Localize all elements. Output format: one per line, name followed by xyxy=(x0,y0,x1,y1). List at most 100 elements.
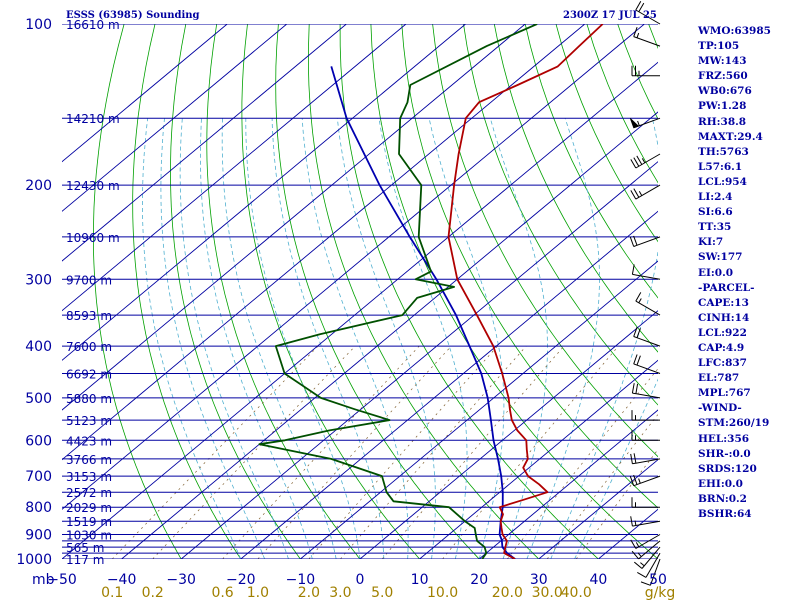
mixing-ratio-label: 40.0 xyxy=(561,585,592,600)
index-item: EL:787 xyxy=(698,372,740,385)
height-label: 16610 m xyxy=(66,18,120,32)
moist-adiabat xyxy=(142,118,242,559)
sounding-profiles xyxy=(258,24,604,559)
moist-adiabat xyxy=(271,118,385,559)
height-label: 12430 m xyxy=(66,179,120,193)
moist-adiabat xyxy=(489,118,548,559)
index-item: TP:105 xyxy=(698,40,740,53)
mixing-ratio-label: 1.0 xyxy=(247,585,269,600)
pressure-label: 500 xyxy=(25,391,52,407)
height-label: 117 m xyxy=(66,553,104,567)
pressure-label: 600 xyxy=(25,433,52,449)
index-item: RH:38.8 xyxy=(698,115,747,128)
temperature-trace xyxy=(447,24,604,559)
pressure-label: 400 xyxy=(25,339,52,355)
isotherm xyxy=(62,24,407,312)
height-label: 4423 m xyxy=(66,434,112,448)
height-label: 7600 m xyxy=(66,340,112,354)
mixing-ratio-label: 30.0 xyxy=(532,585,563,600)
mixing-ratio-label: 20.0 xyxy=(492,585,523,600)
wind-barb xyxy=(631,383,661,399)
wind-barb xyxy=(630,453,661,465)
wind-barb xyxy=(631,497,660,508)
height-label: 9700 m xyxy=(66,273,112,287)
height-label: 3153 m xyxy=(66,470,112,484)
dewpoint-trace xyxy=(258,24,538,559)
isotherm xyxy=(359,310,658,559)
index-item: CAPE:13 xyxy=(698,296,749,309)
temperature-tick-label: −10 xyxy=(286,572,316,588)
wind-barb xyxy=(635,292,661,316)
height-label: 2029 m xyxy=(66,501,112,515)
wind-barb xyxy=(629,117,661,129)
wind-barb xyxy=(629,474,661,487)
wind-barb xyxy=(629,235,661,247)
isotherm xyxy=(419,359,658,559)
wind-barb xyxy=(640,558,661,586)
index-item: KI:7 xyxy=(698,236,724,249)
temperature-tick-label: 50 xyxy=(649,572,667,588)
pressure-label: 800 xyxy=(25,500,52,516)
index-item: LCL:954 xyxy=(698,175,747,188)
pressure-label: 300 xyxy=(25,272,52,288)
temperature-tick-label: 10 xyxy=(411,572,429,588)
index-item: L57:6.1 xyxy=(698,160,743,173)
moist-adiabat xyxy=(574,378,658,559)
pressure-label: 1000 xyxy=(16,552,52,568)
wind-barb xyxy=(635,1,661,25)
mixing-ratio-label: 10.0 xyxy=(427,585,458,600)
isotherm xyxy=(62,61,658,559)
temperature-tick-label: 40 xyxy=(589,572,607,588)
wind-barb xyxy=(633,546,661,569)
wind-barb xyxy=(630,184,661,200)
moist-adiabat xyxy=(179,118,289,559)
height-label: 1030 m xyxy=(66,529,112,543)
isotherm xyxy=(62,24,347,262)
height-label: 6692 m xyxy=(66,368,112,382)
index-item: -PARCEL- xyxy=(698,281,755,294)
mixing-ratio-label: 0.1 xyxy=(101,585,123,600)
pressure-label: 700 xyxy=(25,469,52,485)
index-item: SW:177 xyxy=(698,251,743,264)
index-item: HEL:356 xyxy=(698,432,750,445)
temperature-tick-label: 20 xyxy=(470,572,488,588)
isotherm xyxy=(478,409,658,559)
height-label: 2572 m xyxy=(66,486,112,500)
index-item: SHR-:0.0 xyxy=(698,447,751,460)
moist-adiabat xyxy=(221,118,337,559)
height-label: 3766 m xyxy=(66,453,112,467)
isotherm xyxy=(62,24,288,212)
isotherm xyxy=(62,24,645,510)
height-label: 10960 m xyxy=(66,231,120,245)
wind-barb xyxy=(630,534,661,549)
moist-adiabat xyxy=(428,118,505,559)
index-item: -WIND- xyxy=(698,402,742,415)
temperature-tick-label: −40 xyxy=(107,572,137,588)
wind-barb xyxy=(633,326,661,347)
height-label: 5880 m xyxy=(66,392,112,406)
wind-barb xyxy=(631,264,661,280)
temperature-tick-label: −50 xyxy=(47,572,77,588)
index-item: WB0:676 xyxy=(698,85,752,98)
temperature-tick-label: 0 xyxy=(356,572,365,588)
index-item: EHI:0.0 xyxy=(698,477,743,490)
moist-adiabat xyxy=(301,118,409,559)
index-item: PW:1.28 xyxy=(698,100,747,113)
index-item: LCL:922 xyxy=(698,326,747,339)
mixing-ratio-label: 3.0 xyxy=(329,585,351,600)
isotherm xyxy=(62,24,526,411)
wind-barbs xyxy=(629,1,661,586)
index-item: TH:5763 xyxy=(698,145,749,158)
index-item: MW:143 xyxy=(698,55,747,68)
moist-adiabat xyxy=(200,118,313,559)
index-item: EI:0.0 xyxy=(698,266,734,279)
pressure-label: 200 xyxy=(25,178,52,194)
mixing-ratio-unit: g/kg xyxy=(645,585,676,600)
index-item: CAP:4.9 xyxy=(698,341,745,354)
valid-time: 2300Z 17 JUL 25 xyxy=(563,10,657,21)
pressure-label: 100 xyxy=(25,17,52,33)
isotherm xyxy=(62,24,228,163)
wind-barb xyxy=(631,65,660,77)
